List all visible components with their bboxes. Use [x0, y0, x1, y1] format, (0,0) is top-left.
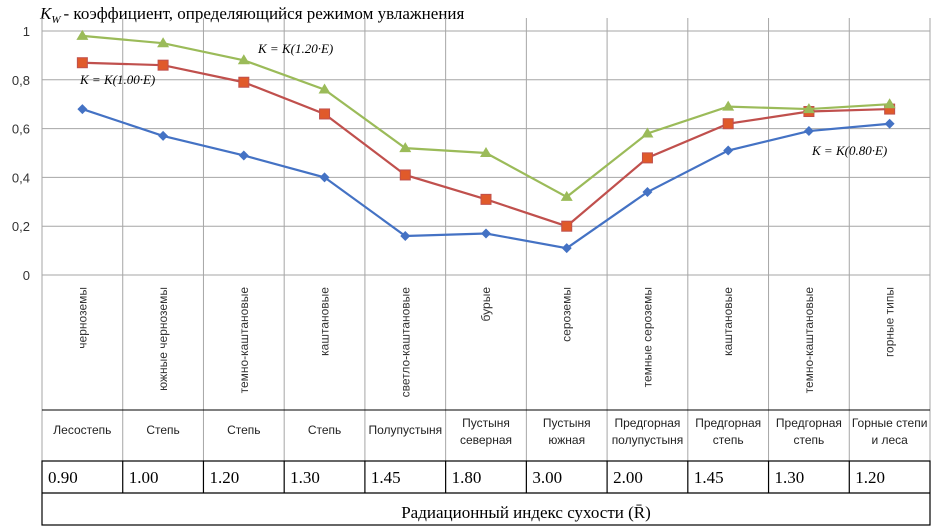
x-category-label: каштановые: [318, 287, 332, 356]
data-point-square: [238, 76, 250, 88]
y-tick-label: 0,6: [12, 122, 30, 137]
data-point-triangle: [237, 54, 250, 65]
zone-label: Полупустыня: [368, 423, 442, 437]
data-point-square: [76, 57, 88, 69]
data-point-triangle: [399, 142, 412, 153]
series-annotation: K = K(1.20·E): [257, 41, 333, 56]
data-point-triangle: [883, 98, 896, 109]
data-point-diamond: [319, 172, 330, 183]
x-category-label: южные черноземы: [156, 287, 170, 391]
data-point-diamond: [884, 118, 895, 129]
data-point-square: [480, 193, 492, 205]
x-axis-label: Радиационный индекс сухости (R̄): [401, 503, 651, 522]
zone-label: Горные степи: [852, 416, 928, 430]
data-point-triangle: [480, 147, 492, 157]
zone-label: южная: [548, 433, 585, 447]
data-point-triangle: [722, 100, 735, 111]
zone-label: степь: [794, 433, 825, 447]
dryness-index-value: 0.90: [48, 468, 78, 487]
dryness-index-value: 1.30: [290, 468, 320, 487]
dryness-index-value: 1.20: [855, 468, 885, 487]
y-tick-label: 0,2: [12, 219, 30, 234]
data-point-diamond: [77, 104, 88, 115]
series-annotation: K = K(1.00·E): [79, 72, 155, 87]
data-point-diamond: [642, 187, 653, 198]
zone-label: Степь: [146, 423, 179, 437]
data-point-square: [399, 169, 411, 181]
data-point-square: [561, 220, 573, 232]
x-category-label: темные сероземы: [640, 287, 654, 387]
x-category-label: бурые: [479, 287, 493, 322]
y-tick-label: 0: [23, 268, 30, 283]
title-subscript: W: [51, 14, 61, 26]
data-point-diamond: [803, 126, 814, 137]
x-category-label: светло-каштановые: [398, 287, 412, 398]
x-category-label: сероземы: [560, 287, 574, 342]
chart-title: KW - коэффициент, определяющийся режимом …: [39, 4, 465, 26]
dryness-index-value: 1.80: [452, 468, 482, 487]
data-point-diamond: [561, 243, 572, 254]
zone-label: степь: [713, 433, 744, 447]
zone-label: Пустыня: [462, 416, 510, 430]
dryness-index-value: 1.45: [371, 468, 401, 487]
zone-label: северная: [460, 433, 512, 447]
zone-label: Предгорная: [776, 416, 842, 430]
zone-label: Степь: [227, 423, 260, 437]
dryness-index-value: 1.00: [129, 468, 159, 487]
zone-label: Пустыня: [543, 416, 591, 430]
data-point-triangle: [802, 103, 815, 114]
zone-label: Лесостепь: [53, 423, 111, 437]
x-category-label: темно-каштановые: [237, 287, 251, 394]
data-point-diamond: [238, 150, 249, 161]
data-point-diamond: [723, 145, 734, 156]
data-point-diamond: [158, 130, 169, 141]
x-category-label: темно-каштановые: [802, 287, 816, 394]
data-point-triangle: [560, 190, 573, 201]
series-annotation: K = K(0.80·E): [811, 143, 887, 158]
dryness-index-value: 1.30: [775, 468, 805, 487]
dryness-index-value: 3.00: [532, 468, 562, 487]
dryness-index-value: 1.20: [209, 468, 239, 487]
data-point-square: [319, 108, 331, 120]
zone-label: полупустыня: [612, 433, 684, 447]
data-point-triangle: [318, 83, 331, 94]
x-category-label: горные типы: [883, 287, 897, 357]
y-tick-label: 1: [23, 24, 30, 39]
data-point-square: [641, 152, 653, 164]
y-tick-label: 0,8: [12, 73, 30, 88]
title-text: - коэффициент, определяющийся режимом ув…: [64, 4, 465, 23]
zone-label: Степь: [308, 423, 341, 437]
x-category-label: каштановые: [721, 287, 735, 356]
zone-label: и леса: [871, 433, 908, 447]
data-point-triangle: [76, 29, 89, 40]
dryness-index-value: 2.00: [613, 468, 643, 487]
zone-label: Предгорная: [695, 416, 761, 430]
data-point-diamond: [400, 230, 411, 241]
x-category-label: черноземы: [75, 287, 89, 349]
data-point-square: [157, 59, 169, 71]
zone-label: Предгорная: [614, 416, 680, 430]
y-tick-label: 0,4: [12, 170, 30, 185]
data-point-triangle: [157, 37, 170, 48]
data-point-square: [722, 118, 734, 130]
data-point-diamond: [481, 228, 491, 239]
dryness-index-value: 1.45: [694, 468, 724, 487]
data-point-triangle: [641, 127, 654, 138]
